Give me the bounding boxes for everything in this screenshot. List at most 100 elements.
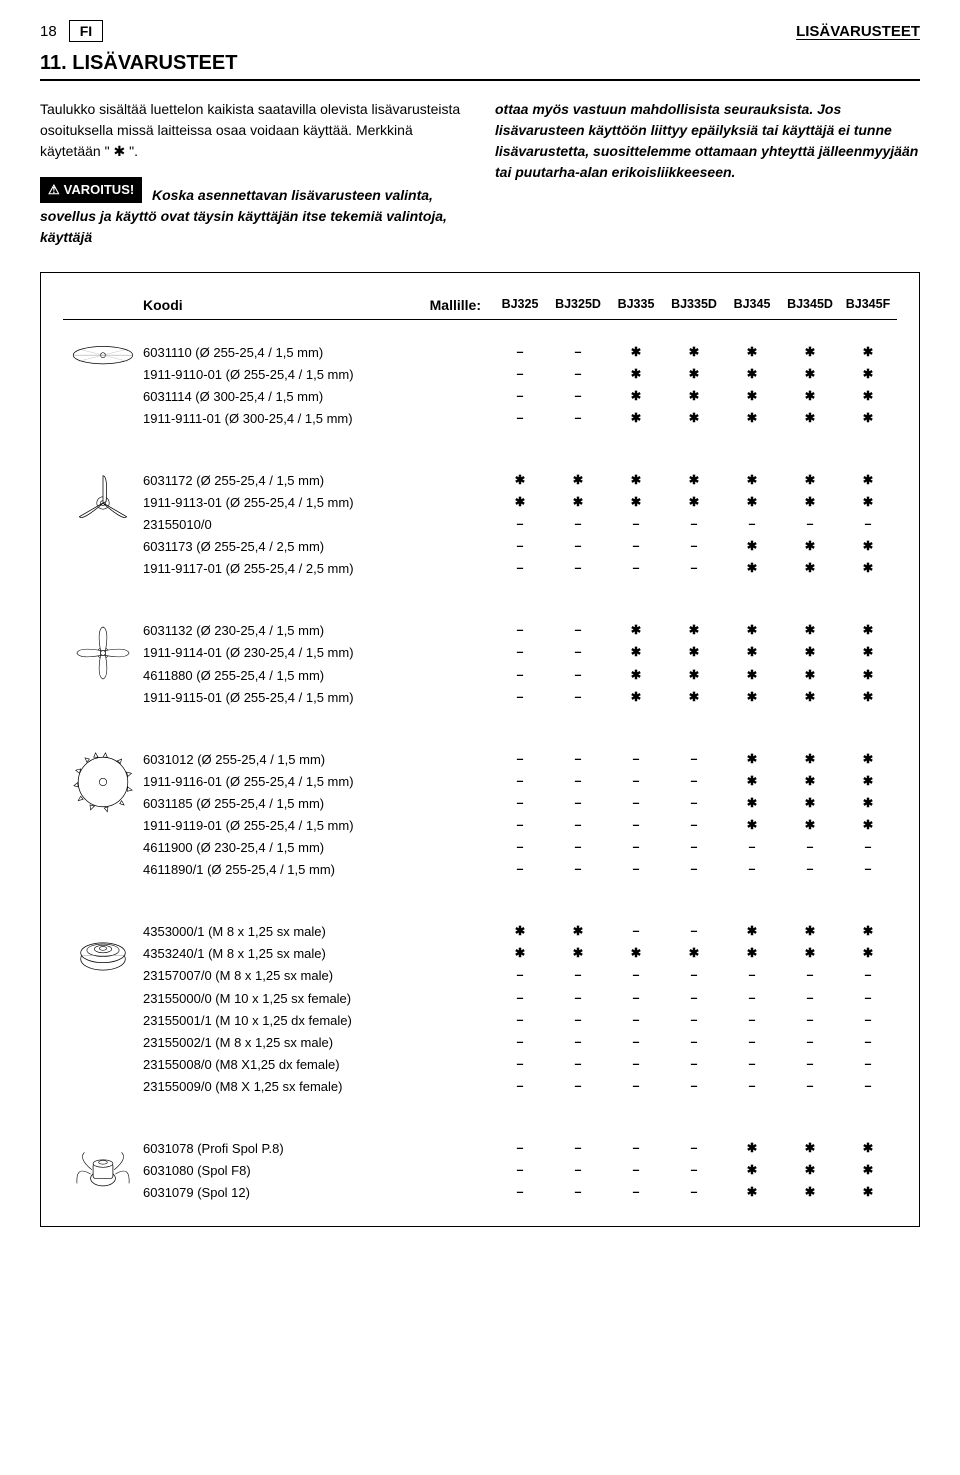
row-label: 6031185 (Ø 255-25,4 / 1,5 mm): [143, 793, 491, 815]
model-head: BJ345: [723, 297, 781, 313]
cell: ✱: [839, 665, 897, 687]
cell: ✱: [665, 492, 723, 514]
cell: ✱: [665, 642, 723, 664]
row-label: 4611880 (Ø 255-25,4 / 1,5 mm): [143, 665, 491, 687]
cell: –: [491, 558, 549, 580]
accessories-table: Koodi Mallille: BJ325 BJ325D BJ335 BJ335…: [40, 272, 920, 1228]
cell: ✱: [781, 687, 839, 709]
row-label: 1911-9113-01 (Ø 255-25,4 / 1,5 mm): [143, 492, 491, 514]
accessory-group: 6031132 (Ø 230-25,4 / 1,5 mm)––✱✱✱✱✱1911…: [63, 620, 897, 708]
row-label: 6031114 (Ø 300-25,4 / 1,5 mm): [143, 386, 491, 408]
cell: ✱: [839, 815, 897, 837]
row-label: 23155000/0 (M 10 x 1,25 sx female): [143, 988, 491, 1010]
cell: –: [607, 793, 665, 815]
row-label: 6031079 (Spol 12): [143, 1182, 491, 1204]
cell: –: [665, 1076, 723, 1098]
cell: –: [491, 1138, 549, 1160]
cell: –: [549, 1076, 607, 1098]
cell: –: [491, 793, 549, 815]
cell: –: [781, 514, 839, 536]
cell: ✱: [607, 642, 665, 664]
cell: –: [549, 514, 607, 536]
table-row: 1911-9110-01 (Ø 255-25,4 / 1,5 mm)––✱✱✱✱…: [143, 364, 897, 386]
row-label: 23155009/0 (M8 X 1,25 sx female): [143, 1076, 491, 1098]
cell: –: [723, 1076, 781, 1098]
cell: ✱: [607, 364, 665, 386]
cell: –: [549, 1010, 607, 1032]
cell: ✱: [839, 749, 897, 771]
cell: ✱: [723, 642, 781, 664]
cell: ✱: [781, 642, 839, 664]
cell: –: [491, 642, 549, 664]
cell: ✱: [607, 687, 665, 709]
page-header: 18 FI LISÄVARUSTEET: [40, 20, 920, 42]
row-label: 4611890/1 (Ø 255-25,4 / 1,5 mm): [143, 859, 491, 881]
cell: –: [491, 364, 549, 386]
cell: –: [491, 1076, 549, 1098]
row-label: 1911-9115-01 (Ø 255-25,4 / 1,5 mm): [143, 687, 491, 709]
cell: –: [491, 1054, 549, 1076]
cell: ✱: [839, 536, 897, 558]
cell: ✱: [723, 771, 781, 793]
row-label: 1911-9110-01 (Ø 255-25,4 / 1,5 mm): [143, 364, 491, 386]
table-row: 1911-9116-01 (Ø 255-25,4 / 1,5 mm)––––✱✱…: [143, 771, 897, 793]
cell: –: [665, 536, 723, 558]
row-label: 6031173 (Ø 255-25,4 / 2,5 mm): [143, 536, 491, 558]
cell: –: [839, 859, 897, 881]
cell: ✱: [839, 364, 897, 386]
cell: –: [723, 988, 781, 1010]
cell: ✱: [607, 620, 665, 642]
cell: –: [607, 1076, 665, 1098]
cell: ✱: [549, 470, 607, 492]
table-row: 1911-9113-01 (Ø 255-25,4 / 1,5 mm)✱✱✱✱✱✱…: [143, 492, 897, 514]
cell: –: [839, 1010, 897, 1032]
model-head: BJ345F: [839, 297, 897, 313]
table-row: 23157007/0 (M 8 x 1,25 sx male)–––––––: [143, 965, 897, 987]
cell: –: [491, 749, 549, 771]
cell: –: [665, 815, 723, 837]
model-head: BJ345D: [781, 297, 839, 313]
cell: ✱: [723, 342, 781, 364]
intro-paragraph: Taulukko sisältää luettelon kaikista saa…: [40, 99, 465, 163]
table-row: 4353000/1 (M 8 x 1,25 sx male)✱✱––✱✱✱: [143, 921, 897, 943]
cell: –: [491, 1010, 549, 1032]
table-row: 23155009/0 (M8 X 1,25 sx female)–––––––: [143, 1076, 897, 1098]
cell: ✱: [781, 364, 839, 386]
cell: –: [549, 1138, 607, 1160]
cell: ✱: [607, 470, 665, 492]
cell: –: [607, 1138, 665, 1160]
cell: –: [781, 859, 839, 881]
cell: ✱: [781, 771, 839, 793]
cell: ✱: [723, 1138, 781, 1160]
table-row: 4611900 (Ø 230-25,4 / 1,5 mm)–––––––: [143, 837, 897, 859]
cell: –: [607, 837, 665, 859]
cell: –: [491, 965, 549, 987]
cell: ✱: [723, 492, 781, 514]
cell: –: [549, 793, 607, 815]
cell: –: [607, 1054, 665, 1076]
cell: ✱: [839, 1182, 897, 1204]
cell: –: [491, 514, 549, 536]
cell: –: [839, 837, 897, 859]
cell: –: [549, 1182, 607, 1204]
col-code: Koodi: [143, 297, 183, 313]
row-label: 1911-9117-01 (Ø 255-25,4 / 2,5 mm): [143, 558, 491, 580]
cell: –: [607, 1182, 665, 1204]
cell: ✱: [549, 492, 607, 514]
cell: ✱: [723, 470, 781, 492]
table-row: 6031110 (Ø 255-25,4 / 1,5 mm)––✱✱✱✱✱: [143, 342, 897, 364]
cell: –: [723, 859, 781, 881]
cell: –: [549, 859, 607, 881]
cell: ✱: [839, 386, 897, 408]
cell: –: [665, 988, 723, 1010]
cell: –: [607, 859, 665, 881]
cell: ✱: [607, 342, 665, 364]
star-symbol: ✱: [113, 145, 125, 160]
cell: ✱: [781, 536, 839, 558]
cell: –: [839, 988, 897, 1010]
cell: ✱: [723, 749, 781, 771]
model-head: BJ335: [607, 297, 665, 313]
cell: –: [665, 859, 723, 881]
cell: –: [781, 1010, 839, 1032]
cell: –: [665, 558, 723, 580]
